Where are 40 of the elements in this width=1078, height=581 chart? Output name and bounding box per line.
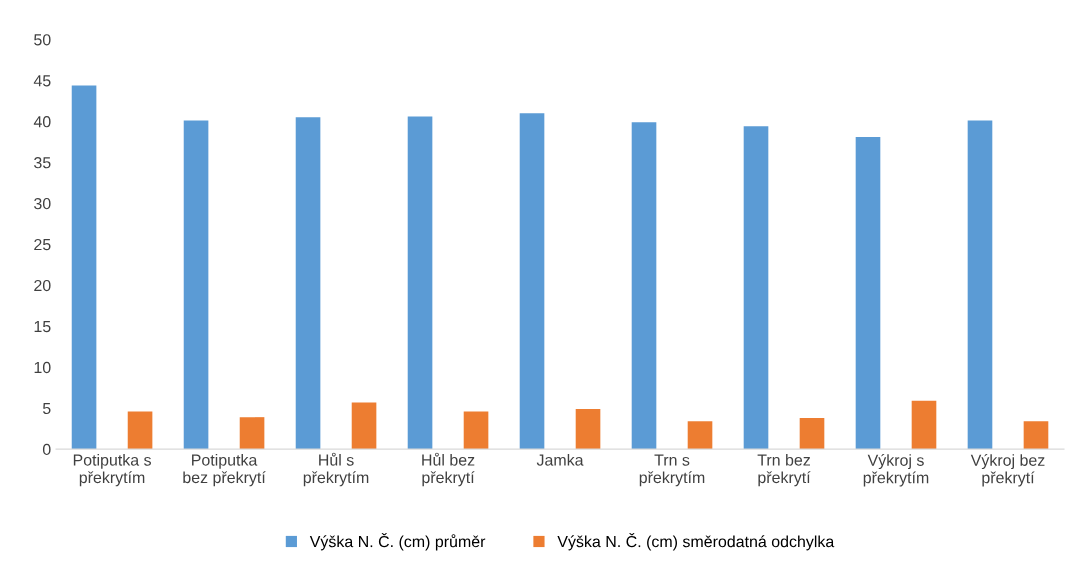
x-tick-label: Výkroj bez překrytí — [970, 453, 1045, 487]
y-tick-label: 35 — [34, 157, 51, 169]
y-tick-label: 50 — [34, 34, 51, 46]
bar — [743, 126, 769, 450]
bar — [631, 122, 657, 450]
x-tick-label: Potiputka bez překrytí — [183, 453, 266, 487]
bar — [687, 421, 713, 450]
legend-label: Výška N. Č. (cm) průměr — [309, 533, 486, 551]
bar — [407, 116, 433, 450]
y-tick-label: 15 — [34, 321, 51, 333]
x-tick-label: Hůl s překrytím — [303, 452, 369, 487]
bar — [799, 417, 825, 450]
x-tick-label: Trn s překrytím — [639, 454, 705, 487]
bar — [295, 117, 321, 450]
legend-label: Výška N. Č. (cm) směrodatná odchylka — [557, 533, 835, 551]
x-tick-label: Potiputka s překrytím — [73, 453, 151, 487]
y-tick-label: 25 — [34, 238, 51, 251]
bar — [1023, 421, 1049, 450]
bar — [463, 411, 489, 450]
x-tick-label: Jamka — [536, 453, 584, 466]
bar — [127, 411, 153, 450]
x-tick-label: Hůl bez překrytí — [422, 452, 475, 487]
y-tick-label: 20 — [34, 279, 51, 292]
x-tick-label: Výkroj s překrytím — [863, 453, 929, 487]
bar — [239, 417, 265, 450]
bar — [967, 120, 993, 450]
bar — [71, 85, 97, 450]
y-tick-label: 5 — [42, 402, 51, 415]
bar — [911, 400, 937, 450]
bar — [575, 408, 601, 450]
y-tick-label: 30 — [34, 197, 51, 210]
y-tick-label: 10 — [34, 361, 51, 374]
bar — [855, 136, 881, 450]
y-tick-label: 40 — [33, 116, 51, 128]
bar — [351, 402, 377, 450]
y-tick-label: 45 — [33, 75, 51, 87]
bar — [183, 120, 209, 450]
y-tick-label: 0 — [42, 443, 51, 456]
x-tick-label: Trn bez překrytí — [757, 453, 811, 487]
bar — [519, 113, 545, 450]
